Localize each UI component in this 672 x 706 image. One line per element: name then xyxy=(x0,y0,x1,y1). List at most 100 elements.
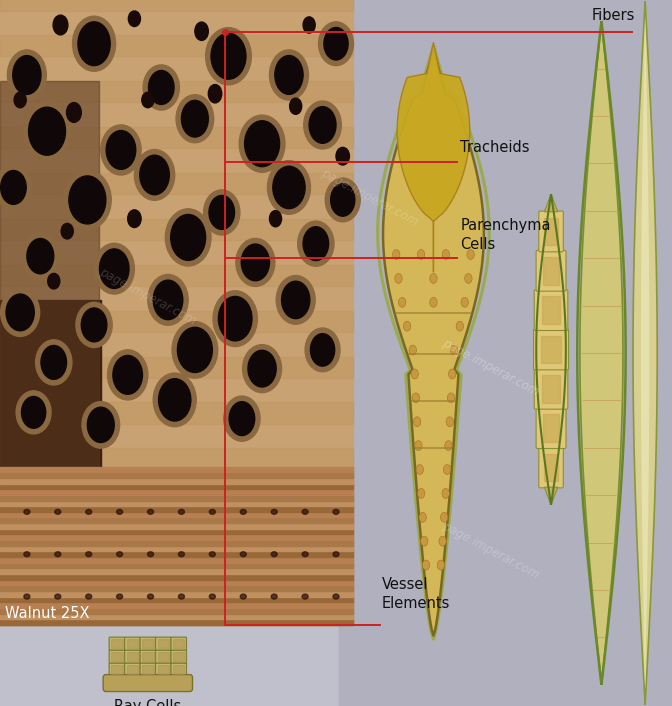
Bar xyxy=(0,219,353,240)
Ellipse shape xyxy=(6,294,34,330)
Ellipse shape xyxy=(87,407,114,443)
Bar xyxy=(544,217,558,245)
Ellipse shape xyxy=(1,171,26,205)
Bar xyxy=(0,580,353,585)
Ellipse shape xyxy=(22,233,59,280)
Bar xyxy=(157,640,169,648)
Ellipse shape xyxy=(333,594,339,599)
Ellipse shape xyxy=(392,249,400,259)
Ellipse shape xyxy=(409,345,417,355)
Ellipse shape xyxy=(22,397,46,429)
Bar xyxy=(0,609,353,614)
Ellipse shape xyxy=(273,167,305,209)
Ellipse shape xyxy=(54,510,60,514)
Ellipse shape xyxy=(302,510,308,514)
Ellipse shape xyxy=(269,210,282,227)
Ellipse shape xyxy=(403,321,411,331)
Bar xyxy=(0,467,353,472)
Bar xyxy=(0,518,353,523)
Ellipse shape xyxy=(67,102,81,122)
Polygon shape xyxy=(383,49,484,635)
Ellipse shape xyxy=(411,369,419,379)
Bar xyxy=(0,173,353,194)
Bar xyxy=(0,614,353,619)
Ellipse shape xyxy=(24,552,30,556)
Ellipse shape xyxy=(171,215,206,261)
Ellipse shape xyxy=(422,560,429,570)
Ellipse shape xyxy=(209,594,215,599)
Ellipse shape xyxy=(24,510,30,514)
FancyBboxPatch shape xyxy=(109,663,125,676)
FancyBboxPatch shape xyxy=(156,650,171,663)
Bar xyxy=(112,665,122,674)
Ellipse shape xyxy=(448,393,455,403)
Ellipse shape xyxy=(336,148,349,165)
Text: Walnut 25X: Walnut 25X xyxy=(5,606,90,621)
Ellipse shape xyxy=(153,373,196,426)
Ellipse shape xyxy=(113,355,142,394)
FancyBboxPatch shape xyxy=(109,650,125,663)
Ellipse shape xyxy=(290,98,302,114)
FancyBboxPatch shape xyxy=(171,650,187,663)
FancyBboxPatch shape xyxy=(534,329,569,370)
Bar xyxy=(0,592,353,597)
Ellipse shape xyxy=(147,510,153,514)
Ellipse shape xyxy=(86,594,91,599)
Ellipse shape xyxy=(99,249,129,289)
Polygon shape xyxy=(641,16,649,690)
Bar xyxy=(0,0,353,625)
Ellipse shape xyxy=(417,249,425,259)
Ellipse shape xyxy=(298,221,334,266)
Ellipse shape xyxy=(276,275,315,324)
Ellipse shape xyxy=(147,594,153,599)
Text: page.imperar.com: page.imperar.com xyxy=(97,265,198,328)
Bar xyxy=(543,257,559,285)
Ellipse shape xyxy=(86,552,91,556)
Bar xyxy=(0,513,353,517)
Ellipse shape xyxy=(117,510,123,514)
Ellipse shape xyxy=(437,560,445,570)
Ellipse shape xyxy=(0,165,32,210)
Bar xyxy=(0,535,353,540)
Bar xyxy=(543,414,559,442)
Polygon shape xyxy=(633,1,657,705)
Ellipse shape xyxy=(149,71,174,104)
Polygon shape xyxy=(580,21,623,685)
Ellipse shape xyxy=(128,210,141,227)
Ellipse shape xyxy=(78,22,110,66)
Ellipse shape xyxy=(28,107,66,155)
Bar xyxy=(0,575,353,580)
Bar xyxy=(0,357,353,378)
Bar xyxy=(0,597,353,602)
FancyBboxPatch shape xyxy=(156,637,171,650)
Ellipse shape xyxy=(165,209,211,266)
Ellipse shape xyxy=(421,537,428,546)
Bar xyxy=(112,640,122,648)
Ellipse shape xyxy=(302,594,308,599)
Ellipse shape xyxy=(243,345,282,393)
Polygon shape xyxy=(397,42,470,272)
Ellipse shape xyxy=(142,92,154,108)
Text: page.imperar.com: page.imperar.com xyxy=(440,520,541,582)
FancyBboxPatch shape xyxy=(140,637,156,650)
Bar xyxy=(0,448,353,469)
Ellipse shape xyxy=(417,489,425,498)
Bar xyxy=(112,652,122,661)
Bar xyxy=(0,81,353,102)
Ellipse shape xyxy=(178,552,184,556)
Ellipse shape xyxy=(209,196,235,229)
Ellipse shape xyxy=(442,489,450,498)
Ellipse shape xyxy=(245,121,280,167)
Ellipse shape xyxy=(209,552,215,556)
Text: Parenchyma
Cells: Parenchyma Cells xyxy=(460,218,551,252)
Bar xyxy=(0,311,353,332)
Ellipse shape xyxy=(398,297,406,307)
Bar xyxy=(173,652,184,661)
Ellipse shape xyxy=(439,537,446,546)
Ellipse shape xyxy=(181,100,208,137)
Ellipse shape xyxy=(54,552,60,556)
Ellipse shape xyxy=(134,150,175,201)
FancyBboxPatch shape xyxy=(539,447,563,488)
Ellipse shape xyxy=(394,273,402,283)
Ellipse shape xyxy=(27,239,54,274)
